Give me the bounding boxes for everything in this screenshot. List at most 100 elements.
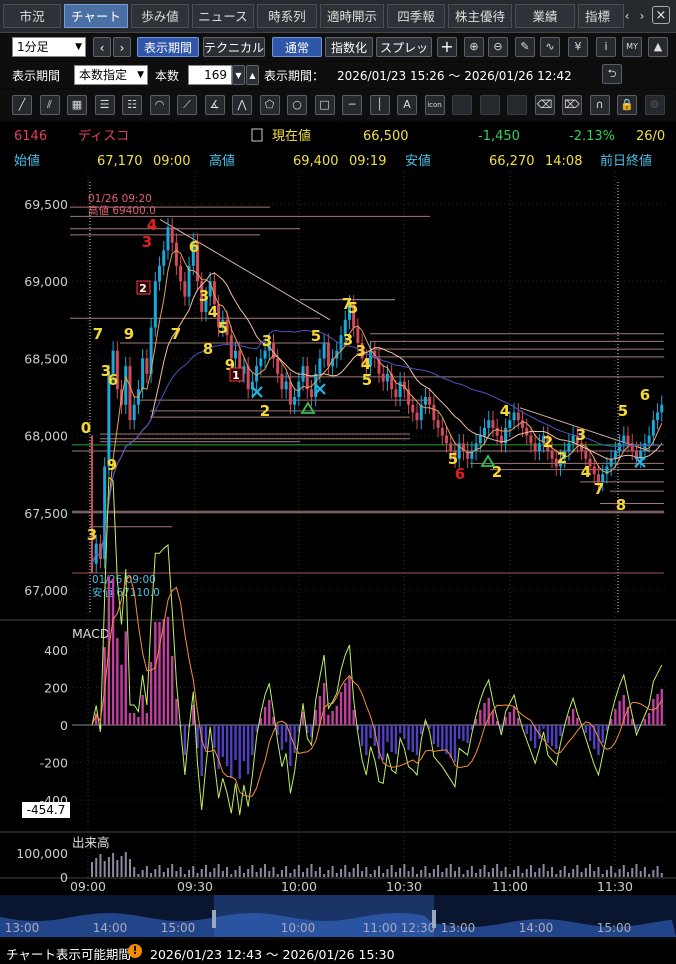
sequence-number: 4 [581, 463, 591, 481]
area-chart-icon[interactable]: ▲ [648, 37, 668, 57]
hline-tool-icon[interactable]: ─ [342, 95, 362, 115]
low-annotation-value: 安値 67110.0 [92, 586, 160, 599]
mode-normal-button[interactable]: 通常 [272, 37, 322, 57]
navigator-window[interactable] [214, 895, 434, 937]
pitchfork-tool-icon[interactable]: ⋀ [232, 95, 252, 115]
yen-icon[interactable]: ¥ [568, 37, 588, 57]
candle-body [280, 373, 284, 390]
mode-index-button[interactable]: 指数化 [325, 37, 373, 57]
count-up-button[interactable]: ▲ [246, 65, 259, 85]
candle-body [107, 373, 111, 467]
eraser-tool-icon[interactable]: ⌫ [534, 95, 555, 115]
tab-earnings[interactable]: 業績 [515, 4, 575, 28]
volume-bar [95, 858, 98, 877]
tab-benefits[interactable]: 株主優待 [448, 4, 512, 28]
candle-body [326, 342, 330, 367]
zoom-in-icon[interactable]: ⊕ [464, 37, 484, 57]
volume-bar [183, 874, 186, 877]
volume-bar [521, 873, 524, 877]
tab-ticks[interactable]: 歩み値 [131, 4, 189, 28]
candle-body [461, 443, 465, 452]
candle-body [352, 304, 356, 328]
candle-body [284, 381, 288, 390]
candle-body [364, 358, 368, 367]
count-input[interactable]: 169 [188, 65, 232, 85]
tab-next-icon[interactable]: › [639, 9, 645, 23]
volume-bar [399, 868, 402, 877]
tab-timeseries[interactable]: 時系列 [257, 4, 317, 28]
volume-tick-label: 0 [60, 870, 68, 885]
macd-histogram-bar [238, 725, 241, 779]
erase-all-tool-icon[interactable]: ⌦ [562, 95, 582, 115]
info-icon[interactable]: i [596, 37, 616, 57]
step-forward-button[interactable]: › [113, 37, 131, 57]
sequence-number: 5 [448, 450, 458, 468]
high-annotation-value: 高値 69400.0 [88, 204, 156, 217]
settings-tool-icon[interactable]: ⚙ [644, 95, 665, 115]
macd-histogram-bar [111, 578, 115, 725]
navigator-left-handle[interactable] [212, 910, 216, 928]
rectangle-tool-icon[interactable]: □ [314, 95, 335, 115]
my-chart-icon[interactable]: MY [622, 37, 642, 57]
moving-average-line [91, 272, 663, 564]
tab-disclosure[interactable]: 適時開示 [320, 4, 384, 28]
pentagon-tool-icon[interactable]: ⬠ [259, 95, 280, 115]
tab-shikiho[interactable]: 四季報 [387, 4, 445, 28]
line-tool-icon[interactable]: ╱ [12, 95, 32, 115]
sequence-number: 6 [455, 465, 465, 483]
wave-icon[interactable]: ∿ [540, 37, 560, 57]
volume-bar [120, 856, 123, 877]
circle-tool-icon[interactable]: ○ [287, 95, 307, 115]
prev-close-label: 前日終値 [600, 153, 652, 169]
reset-icon[interactable]: ⮌ [602, 64, 622, 84]
magnet-tool-icon[interactable]: ∩ [589, 95, 610, 115]
tab-chart[interactable]: チャート [64, 4, 128, 28]
period-select[interactable]: 本数指定 ▼ [74, 65, 148, 85]
tab-market[interactable]: 市況 [3, 4, 61, 28]
volume-bar [618, 869, 621, 877]
interval-select[interactable]: 1分足 ▼ [12, 37, 86, 57]
candle-body [516, 412, 520, 421]
volume-bar [610, 866, 613, 877]
volume-bar [107, 857, 110, 877]
retracement-tool-icon[interactable]: ☷ [122, 95, 142, 115]
navigator-right-handle[interactable] [432, 910, 436, 928]
volume-bar [411, 867, 414, 877]
macd-tick-label: -200 [40, 756, 68, 771]
sequence-number: 7 [342, 295, 352, 313]
channel-tool-icon[interactable]: ▦ [67, 95, 87, 115]
price-tick-label: 69,000 [24, 274, 68, 289]
price-change-pct: -2.13% [569, 129, 615, 144]
volume-bar [128, 859, 131, 877]
candle-body [466, 451, 470, 459]
text-tool-icon[interactable]: A [397, 95, 417, 115]
volume-bar [390, 865, 393, 877]
period-button[interactable]: 表示期間 [137, 37, 199, 57]
gann-tool-icon[interactable]: ∡ [204, 95, 225, 115]
fan-tool-icon[interactable]: ◠ [149, 95, 170, 115]
mode-spread-button[interactable]: スプレッド [376, 37, 432, 75]
candle-body [98, 543, 102, 560]
vline-tool-icon[interactable]: │ [369, 95, 390, 115]
price-tick-label: 67,500 [24, 506, 68, 521]
tab-prev-icon[interactable]: ‹ [624, 9, 630, 23]
tab-news[interactable]: ニュース [192, 4, 254, 28]
icon-tool-icon[interactable]: icon [424, 95, 445, 115]
horizontal-lines-tool-icon[interactable]: ☰ [94, 95, 115, 115]
sequence-number: 9 [107, 456, 117, 474]
macd-histogram-bar [571, 709, 575, 725]
step-back-button[interactable]: ‹ [93, 37, 111, 57]
pencil-icon[interactable]: ✎ [515, 37, 535, 57]
candle-body [174, 242, 178, 266]
lock-tool-icon[interactable]: 🔒 [617, 95, 637, 115]
technical-button[interactable]: テクニカル [203, 37, 265, 57]
crosshair-icon[interactable]: + [437, 37, 457, 57]
chart-area[interactable]: 6146 ディスコ 現在値 66,500 -1,450 -2.13% 26/0始値 67,17… [0, 122, 676, 937]
close-icon[interactable]: × [652, 6, 670, 24]
zoom-out-icon[interactable]: ⊖ [488, 37, 508, 57]
count-down-button[interactable]: ▼ [232, 65, 245, 85]
tab-indicators[interactable]: 指標 [578, 4, 624, 28]
arc-tool-icon[interactable]: ⟋ [177, 95, 197, 115]
macd-histogram-bar [272, 717, 275, 725]
parallel-tool-icon[interactable]: ⫽ [39, 95, 60, 115]
